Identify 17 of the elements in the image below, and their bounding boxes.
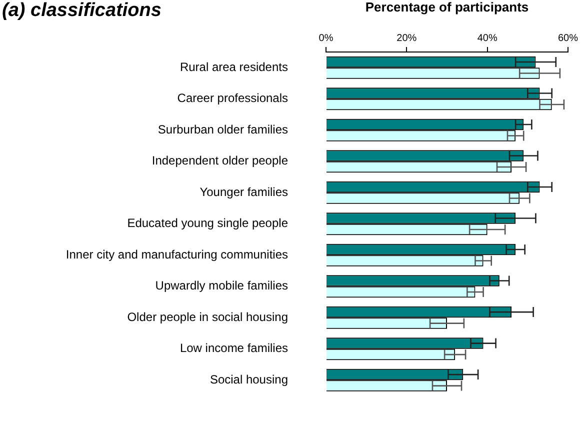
y-tick-label: Educated young single people <box>127 216 288 230</box>
x-tick-label: 0% <box>318 32 334 44</box>
text: (a) classifications <box>2 0 162 22</box>
y-tick-label: Younger families <box>200 184 288 199</box>
x-axis-title: Percentage of participants <box>365 0 529 14</box>
y-tick-label: Social housing <box>210 372 288 386</box>
x-tick-label: 60% <box>558 32 578 44</box>
y-tick-label: Surburban older families <box>158 122 288 136</box>
y-tick-label: Older people in social housing <box>127 310 288 324</box>
y-tick-label: Rural area residents <box>180 60 288 74</box>
y-tick-label: Inner city and manufacturing communities <box>66 247 288 262</box>
x-tick-label: 20% <box>396 32 417 44</box>
y-tick-label: Career professionals <box>177 91 288 106</box>
y-tick-label: Upwardly mobile families <box>155 278 288 293</box>
x-tick-label: 40% <box>477 32 498 44</box>
y-tick-label: Independent older people <box>152 154 288 168</box>
y-tick-label: Low income families <box>180 341 288 356</box>
